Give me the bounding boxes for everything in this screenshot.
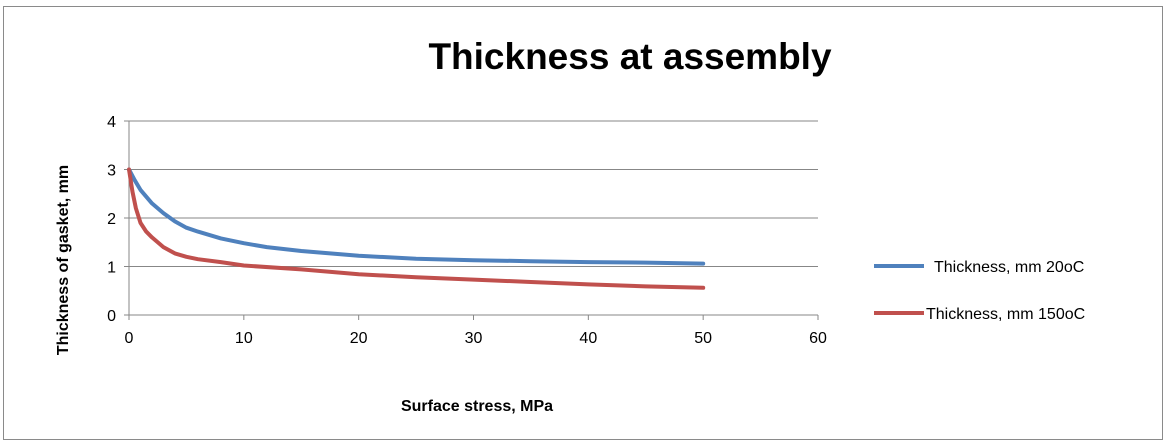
y-tick-label: 2 xyxy=(107,211,116,228)
series-line-1 xyxy=(127,167,706,266)
x-tick-label: 40 xyxy=(579,330,597,347)
x-tick-label: 0 xyxy=(125,330,134,347)
x-tick-label: 30 xyxy=(465,330,483,347)
chart-frame xyxy=(3,6,1163,440)
y-tick-label: 0 xyxy=(107,308,116,325)
y-tick-label: 1 xyxy=(107,260,116,277)
legend: Thickness, mm 20oC Thickness, mm 150oC xyxy=(874,259,1085,323)
legend-label-1: Thickness, mm 20oC xyxy=(934,259,1084,276)
x-tick-label: 10 xyxy=(235,330,253,347)
axes xyxy=(124,120,819,320)
x-tick-label: 50 xyxy=(694,330,712,347)
y-tick-label: 4 xyxy=(107,114,116,131)
y-tick-label: 3 xyxy=(107,163,116,180)
chart-title: Thickness at assembly xyxy=(428,36,832,77)
x-tick-label: 20 xyxy=(350,330,368,347)
gridlines xyxy=(129,120,818,267)
series-line-2 xyxy=(127,167,706,290)
x-tick-label: 60 xyxy=(809,330,827,347)
series-lines xyxy=(127,167,706,290)
x-axis-title: Surface stress, MPa xyxy=(400,398,554,415)
legend-label-2: Thickness, mm 150oC xyxy=(926,306,1085,323)
